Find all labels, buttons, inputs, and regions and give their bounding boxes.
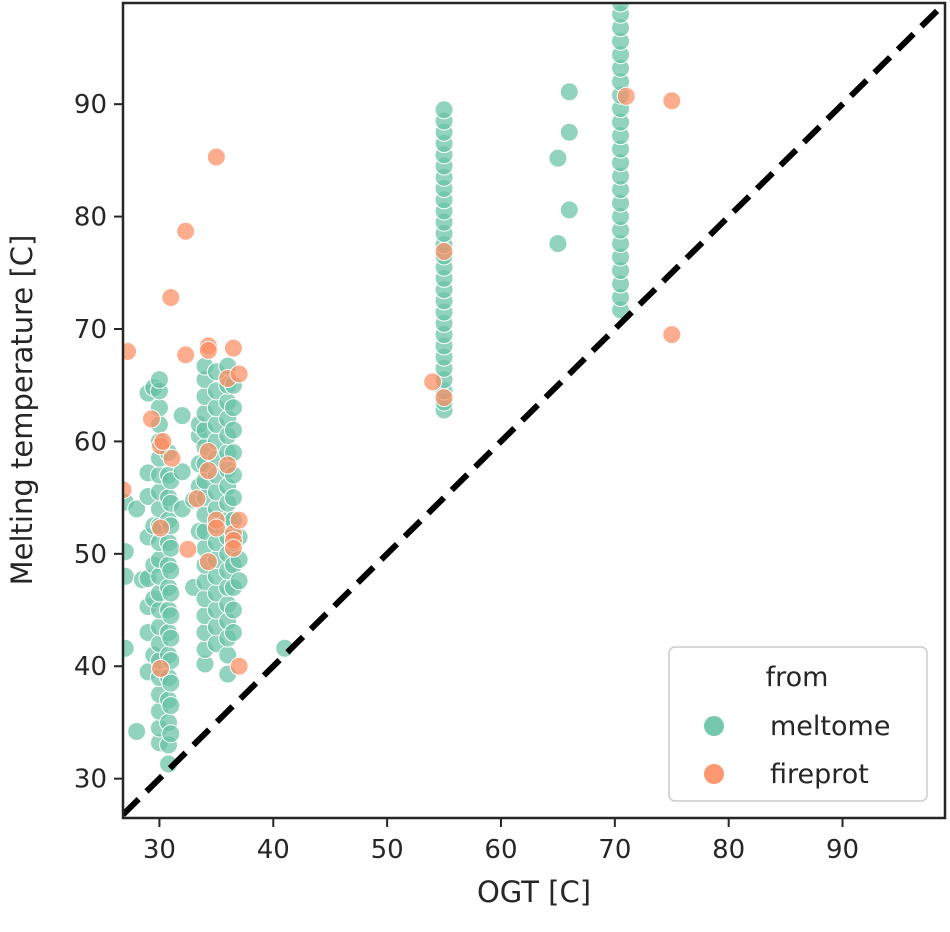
fireprot-point [223, 338, 243, 358]
y-tick-label: 30 [74, 765, 107, 795]
fireprot-point [153, 431, 173, 451]
fireprot-point [662, 325, 682, 345]
meltome-point [161, 538, 181, 558]
meltome-point [559, 82, 579, 102]
legend-title: from [766, 662, 829, 693]
meltome-point [161, 628, 181, 648]
x-tick-label: 90 [826, 835, 859, 865]
fireprot-point [176, 345, 196, 365]
fireprot-point [662, 91, 682, 111]
meltome-point [123, 542, 135, 562]
fireprot-point [151, 658, 171, 678]
meltome-point [149, 370, 169, 390]
fireprot-point [123, 341, 138, 361]
fireprot-point [178, 539, 198, 559]
fireprot-point [229, 364, 249, 384]
meltome-point [161, 561, 181, 581]
meltome-point [229, 571, 249, 591]
fireprot-point [434, 388, 454, 408]
x-tick-label: 60 [484, 835, 517, 865]
fireprot-point [162, 448, 182, 468]
x-tick-label: 30 [143, 835, 176, 865]
fireprot-point [206, 518, 226, 538]
y-tick-label: 60 [74, 427, 107, 457]
meltome-point [172, 406, 192, 426]
legend-label-fireprot: fireprot [770, 759, 869, 790]
fireprot-point [198, 461, 218, 481]
y-axis-label: Melting temperature [C] [5, 235, 39, 586]
fireprot-point [176, 221, 196, 241]
identity-reference-line [123, 3, 945, 817]
meltome-point [161, 606, 181, 626]
meltome-point [223, 600, 243, 620]
x-tick-label: 40 [257, 835, 290, 865]
plot-frame [121, 1, 947, 820]
fireprot-point [616, 86, 636, 106]
meltome-point [127, 499, 147, 519]
legend: from meltome fireprot [668, 646, 928, 802]
meltome-point [123, 566, 135, 586]
fireprot-point [218, 455, 238, 475]
meltome-point [223, 398, 243, 418]
fireprot-point [434, 241, 454, 261]
fireprot-point [229, 656, 249, 676]
meltome-point [434, 100, 454, 120]
legend-marker-meltome [704, 716, 724, 736]
fireprot-point [151, 518, 171, 538]
meltome-point [161, 583, 181, 603]
y-tick-label: 70 [74, 315, 107, 345]
legend-marker-fireprot [704, 764, 724, 784]
meltome-point [161, 673, 181, 693]
meltome-point [127, 721, 147, 741]
meltome-point [161, 696, 181, 716]
meltome-point [559, 200, 579, 220]
meltome-point [548, 234, 568, 254]
fireprot-point [123, 480, 133, 500]
fireprot-point [187, 489, 207, 509]
fireprot-point [423, 372, 443, 392]
y-tick-label: 80 [74, 203, 107, 233]
fireprot-point [198, 340, 218, 360]
y-tick-label: 40 [74, 652, 107, 682]
fireprot-point [198, 552, 218, 572]
fireprot-point [141, 409, 161, 429]
x-tick-label: 70 [598, 835, 631, 865]
meltome-point [172, 462, 192, 482]
legend-label-meltome: meltome [770, 711, 890, 742]
meltome-point [223, 420, 243, 440]
fireprot-point [223, 538, 243, 558]
x-tick-label: 80 [712, 835, 745, 865]
legend-box [668, 646, 928, 802]
meltome-point [223, 623, 243, 643]
meltome-point [548, 148, 568, 168]
meltome-point [559, 122, 579, 142]
meltome-point [123, 638, 135, 658]
y-tick-label: 50 [74, 540, 107, 570]
x-tick-label: 50 [371, 835, 404, 865]
meltome-point [611, 3, 631, 13]
axis-ticks: 30 40 50 60 70 80 90 30 40 50 60 70 80 90 [74, 90, 859, 865]
fireprot-point [229, 510, 249, 530]
meltome-point [161, 724, 181, 744]
fireprot-point [161, 288, 181, 308]
fireprot-point [198, 442, 218, 462]
y-tick-label: 90 [74, 90, 107, 120]
meltome-point [223, 488, 243, 508]
x-axis-label: OGT [C] [477, 875, 591, 909]
fireprot-point [206, 147, 226, 167]
